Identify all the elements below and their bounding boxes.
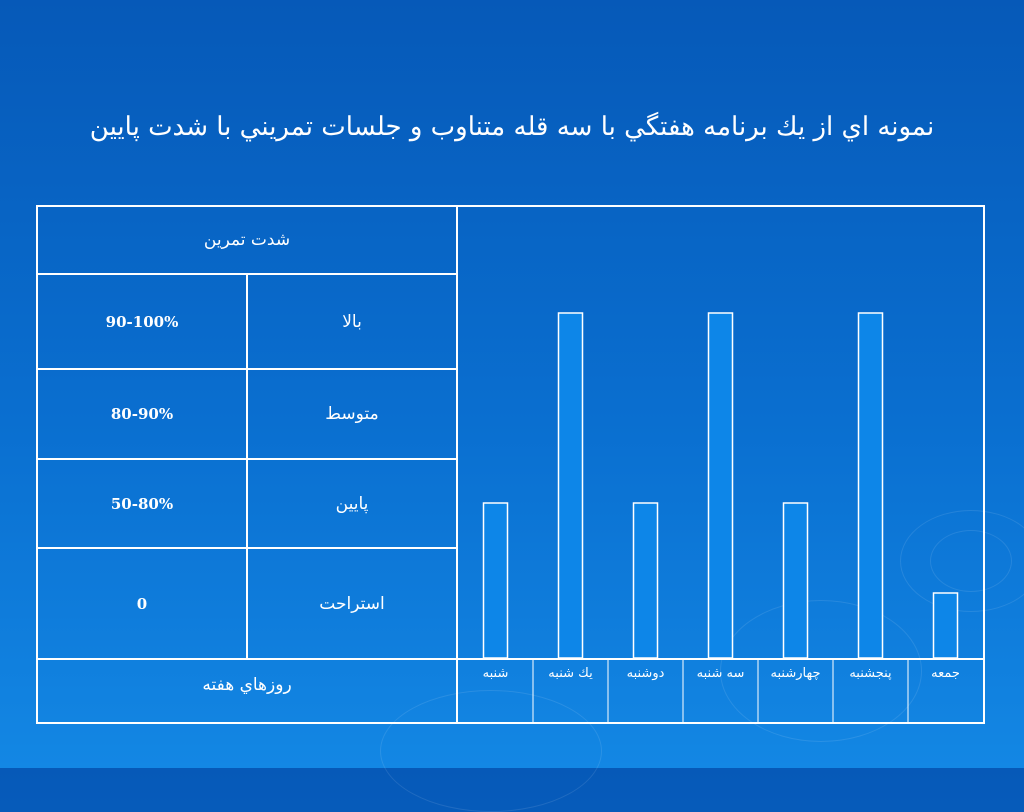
ripple-decoration xyxy=(900,510,1024,612)
day-label-3: سه شنبه xyxy=(696,666,745,681)
intensity-label-high: بالا xyxy=(342,311,362,332)
chart-baseline xyxy=(38,658,983,660)
intensity-label-low: پايين xyxy=(335,493,369,514)
intensity-value-low: 50-80% xyxy=(110,494,174,513)
slide-title: نمونه اي از يك برنامه هفتگي با سه قله مت… xyxy=(89,112,935,142)
day-label-6: جمعه xyxy=(931,666,960,681)
day-label-4: چهارشنبه xyxy=(770,666,821,681)
table-divider xyxy=(38,368,458,370)
table-divider xyxy=(38,458,458,460)
table-divider xyxy=(38,273,458,275)
bar-1 xyxy=(557,312,584,659)
bar-2 xyxy=(632,502,659,659)
weekdays-label: روزهاي هفته xyxy=(202,675,292,695)
table-divider xyxy=(246,273,248,658)
chart-table-frame: شدت تمرين بالا 90-100% متوسط 80-90% پايي… xyxy=(36,205,985,724)
bar-0 xyxy=(482,502,509,659)
intensity-value-high: 90-100% xyxy=(105,312,179,331)
intensity-label-rest: استراحت xyxy=(319,593,385,614)
table-divider xyxy=(38,547,458,549)
table-header: شدت تمرين xyxy=(203,230,291,250)
day-label-1: يك شنبه xyxy=(548,666,593,681)
intensity-value-rest: 0 xyxy=(136,594,148,613)
day-label-5: پنجشنبه xyxy=(849,666,892,681)
bar-3 xyxy=(707,312,734,659)
bar-6 xyxy=(932,592,959,659)
day-label-2: دوشنبه xyxy=(626,666,665,681)
day-label-0: شنبه xyxy=(482,666,509,681)
bar-4 xyxy=(782,502,809,659)
bar-5 xyxy=(857,312,884,659)
weekly-intensity-chart xyxy=(482,312,959,722)
intensity-label-medium: متوسط xyxy=(325,404,379,424)
ripple-decoration xyxy=(720,600,922,742)
intensity-value-medium: 80-90% xyxy=(110,405,174,423)
table-divider xyxy=(456,207,458,722)
